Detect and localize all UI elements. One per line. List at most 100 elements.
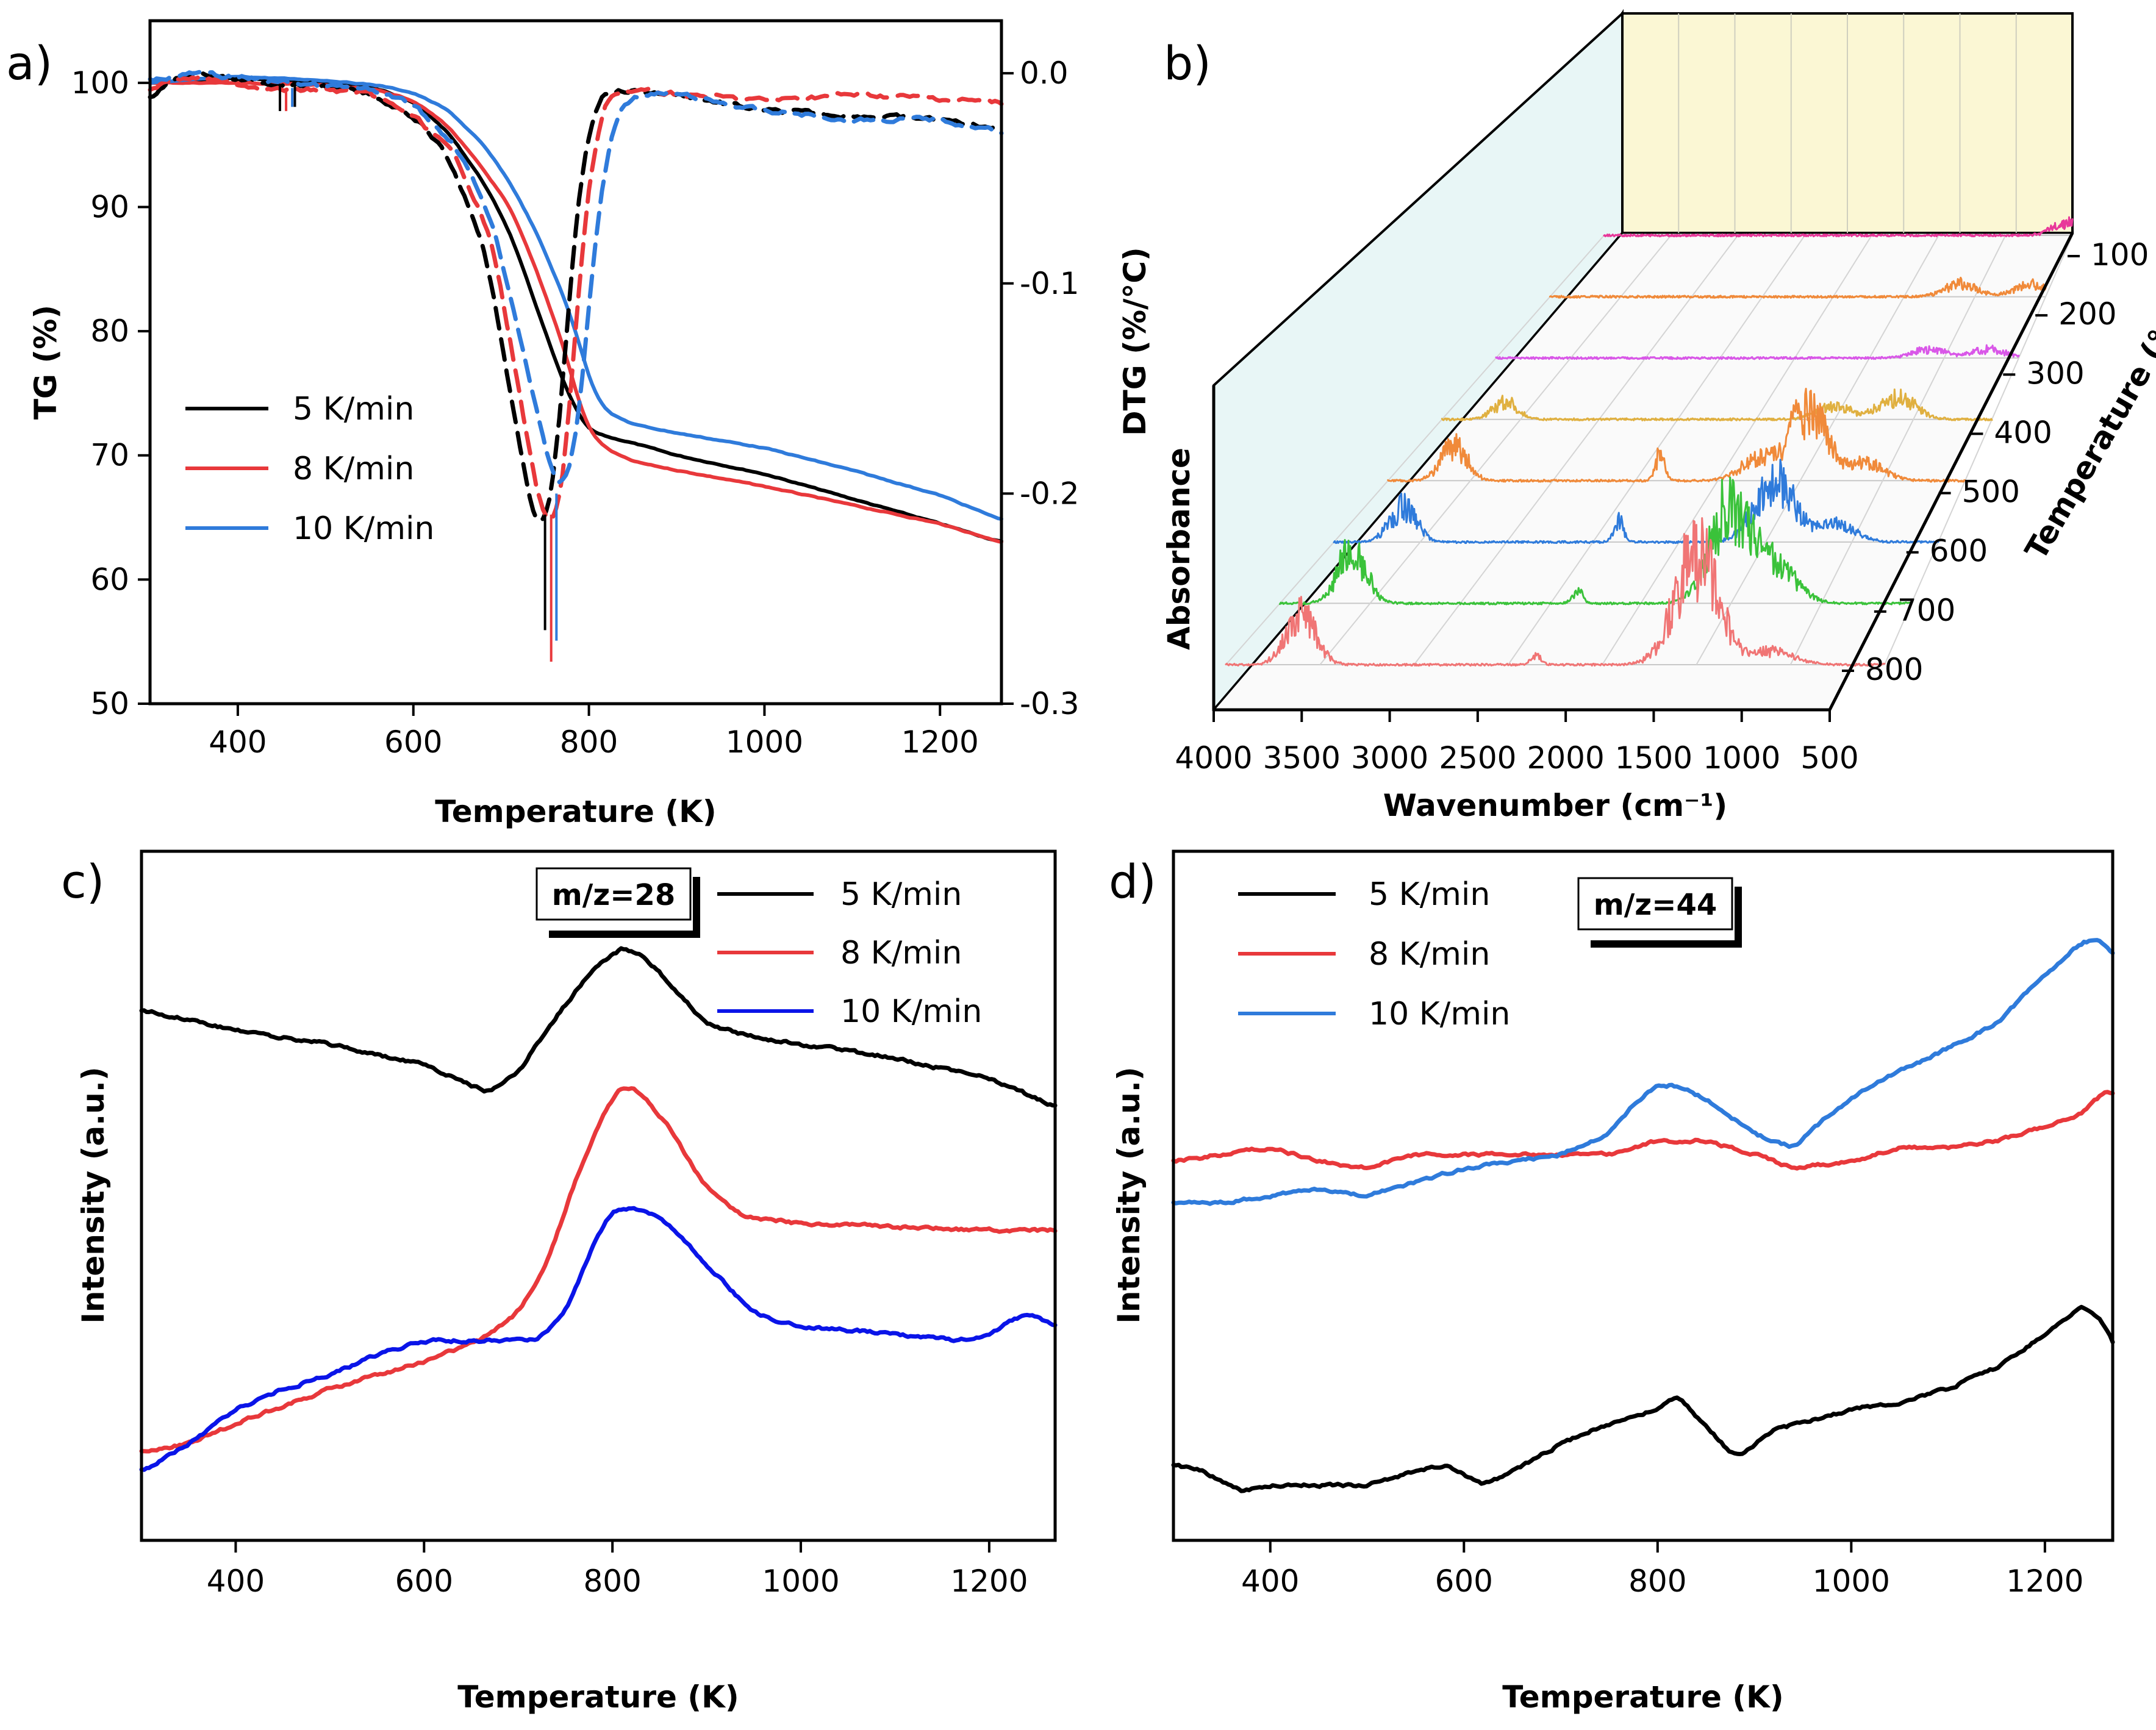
panel-a-y-tick-label: 60 bbox=[90, 562, 129, 597]
panel-c-x-axis-title: Temperature (K) bbox=[457, 1679, 739, 1715]
panel-b-ticks: 4000 3500 3000 2500 2000 1500 1000 500 100 200 300… bbox=[1175, 237, 2149, 776]
panel-a-x-tick-label: 800 bbox=[560, 724, 618, 760]
panel-c-series bbox=[139, 946, 1058, 1472]
panel-d-x-tick-label: 600 bbox=[1435, 1564, 1493, 1599]
panel-c-legend-10: 10 K/min bbox=[840, 993, 982, 1030]
panel-b-spectrum-100 bbox=[1603, 216, 2074, 238]
panel-c-x-tick-label: 1200 bbox=[950, 1564, 1028, 1599]
panel-d-label: d) bbox=[1109, 854, 1156, 909]
panel-d-legend-10: 10 K/min bbox=[1369, 996, 1510, 1032]
panel-d-legend-8: 8 K/min bbox=[1369, 936, 1490, 973]
panel-b-z-tick-label: 400 bbox=[1994, 415, 2052, 450]
panel-c-y-axis-title: Intensity (a.u.) bbox=[76, 1067, 111, 1323]
panel-a-y-tick-label: 90 bbox=[90, 189, 129, 224]
panel-b-spectrum-300 bbox=[1495, 344, 2020, 360]
panel-b-y-axis-title: Absorbance bbox=[1161, 448, 1197, 650]
panel-c-line-3 bbox=[139, 1206, 1058, 1472]
panel-c-x-tick-label: 1000 bbox=[762, 1564, 839, 1599]
panel-a-legend-10: 10 K/min bbox=[293, 510, 434, 547]
panel-d-x-tick-label: 400 bbox=[1241, 1564, 1299, 1599]
panel-b-x-tick-label: 3500 bbox=[1263, 740, 1341, 776]
panel-a-y2-axis-title: DTG (%/°C) bbox=[1117, 247, 1153, 436]
panel-a-line-3 bbox=[148, 74, 1003, 521]
panel-a-y-tick-label: 50 bbox=[90, 686, 129, 721]
panel-b-grid-col bbox=[1413, 235, 1739, 665]
panel-a-ticks: 400 600 800 1000 1200 50 60 70 80 90 100 -0.3 -0.2 -0… bbox=[71, 55, 1080, 760]
panel-d-x-tick-label: 1000 bbox=[1813, 1564, 1890, 1599]
panel-a-plot-frame bbox=[148, 19, 1003, 706]
panel-d-series bbox=[1171, 938, 2115, 1493]
panel-d-line-2 bbox=[1171, 1090, 2115, 1171]
panel-c-x-tick-label: 600 bbox=[395, 1564, 453, 1599]
panel-a-y2-tick-label: 0.0 bbox=[1020, 55, 1069, 91]
panel-a-line-5 bbox=[148, 74, 1004, 521]
panel-d-line-1 bbox=[1171, 1304, 2115, 1493]
panel-b-grid-col bbox=[1225, 235, 1605, 665]
panel-a-y-tick-label: 70 bbox=[90, 438, 129, 473]
panel-c-legend-8: 8 K/min bbox=[840, 935, 962, 971]
panel-c-annotation: m/z=28 bbox=[552, 878, 676, 912]
panel-b-grid-col bbox=[1884, 235, 2073, 665]
panel-b-spectrum-500 bbox=[1387, 387, 1966, 483]
panel-d-ticks: 400 600 800 1000 1200 bbox=[1241, 1540, 2083, 1599]
panel-b-z-tick-label: 200 bbox=[2058, 296, 2116, 332]
panel-d-annotation: m/z=44 bbox=[1594, 888, 1717, 922]
panel-c-ticks: 400 600 800 1000 1200 bbox=[207, 1540, 1028, 1599]
panel-a-y-tick-label: 100 bbox=[71, 65, 129, 101]
panel-a: a) 400 600 800 1000 1200 50 60 70 80 90 100 -0.3 -0.… bbox=[6, 19, 1153, 829]
panel-a-legend: 5 K/min 8 K/min 10 K/min bbox=[185, 391, 434, 547]
panel-b-spectrum-800 bbox=[1225, 517, 1886, 667]
panel-b-z-tick-label: 800 bbox=[1865, 652, 1923, 687]
panel-c-annotation-box bbox=[535, 867, 692, 921]
panel-b-z-tick-label: 500 bbox=[1962, 474, 2020, 510]
panel-a-x-tick-label: 1000 bbox=[726, 724, 803, 760]
panel-b-z-tick-label: 300 bbox=[2026, 356, 2084, 391]
panel-b-x-tick-label: 500 bbox=[1800, 740, 1858, 776]
panel-a-x-tick-label: 1200 bbox=[901, 724, 979, 760]
panel-b-spectrum-200 bbox=[1549, 276, 2047, 299]
panel-a-series bbox=[148, 68, 1004, 662]
panel-b-x-tick-label: 1500 bbox=[1615, 740, 1692, 776]
panel-b-x-tick-label: 4000 bbox=[1175, 740, 1252, 776]
panel-b-z-tick-label: 700 bbox=[1897, 593, 1955, 628]
panel-d-plot-frame bbox=[1172, 849, 2115, 1542]
panel-b-grid-col bbox=[1696, 235, 1939, 665]
panel-b-z-tick-label: 100 bbox=[2091, 237, 2149, 273]
panel-b-spectrum-600 bbox=[1333, 459, 1939, 545]
panel-c-x-tick-label: 800 bbox=[583, 1564, 641, 1599]
panel-a-x-tick-label: 400 bbox=[209, 724, 267, 760]
panel-c-x-tick-label: 400 bbox=[207, 1564, 265, 1599]
panel-b-grid-col bbox=[1602, 235, 1872, 665]
panel-b-x-tick-label: 2000 bbox=[1527, 740, 1605, 776]
panel-d-annotation-box bbox=[1577, 877, 1733, 931]
panel-a-legend-8: 8 K/min bbox=[293, 451, 414, 487]
panel-b-x-axis-title: Wavenumber (cm⁻¹) bbox=[1383, 788, 1727, 823]
panel-b-x-tick-label: 1000 bbox=[1703, 740, 1780, 776]
panel-b-grid-col bbox=[1789, 235, 2007, 665]
panel-c-label: c) bbox=[61, 854, 104, 909]
panel-c-legend: 5 K/min 8 K/min 10 K/min bbox=[717, 876, 982, 1030]
panel-a-x-axis-title: Temperature (K) bbox=[435, 794, 717, 829]
panel-b-x-tick-label: 3000 bbox=[1351, 740, 1428, 776]
panel-a-line-1 bbox=[148, 76, 1003, 543]
panel-c-line-2 bbox=[139, 1086, 1058, 1454]
panel-b-spectrum-700 bbox=[1279, 476, 1913, 606]
panel-a-y2-tick-label: -0.3 bbox=[1020, 686, 1080, 721]
panel-d-legend: 5 K/min 8 K/min 10 K/min bbox=[1238, 876, 1510, 1032]
panel-d-line-3 bbox=[1171, 938, 2115, 1206]
panel-c-line-1 bbox=[139, 946, 1058, 1108]
panel-d-x-tick-label: 800 bbox=[1628, 1564, 1686, 1599]
panel-a-line-4 bbox=[148, 68, 1004, 523]
panel-d-legend-5: 5 K/min bbox=[1369, 876, 1490, 913]
panel-b-spectrum-400 bbox=[1441, 388, 1993, 421]
panel-b: b) 4000 3500 3000 2500 2000 1500 1000 500 100 200… bbox=[1161, 9, 2156, 823]
panel-b-label: b) bbox=[1164, 36, 1211, 90]
panel-a-legend-5: 5 K/min bbox=[293, 391, 414, 427]
panel-d: d) 400 600 800 1000 1200 Temperature (K) Int… bbox=[1109, 849, 2115, 1715]
panel-b-z-tick-label: 600 bbox=[1930, 534, 1988, 569]
panel-a-y-axis-title: TG (%) bbox=[28, 305, 63, 420]
panel-b-depth-axis bbox=[1828, 232, 2074, 711]
panel-a-line-6 bbox=[148, 70, 1004, 485]
panel-a-y-tick-label: 80 bbox=[90, 313, 129, 349]
